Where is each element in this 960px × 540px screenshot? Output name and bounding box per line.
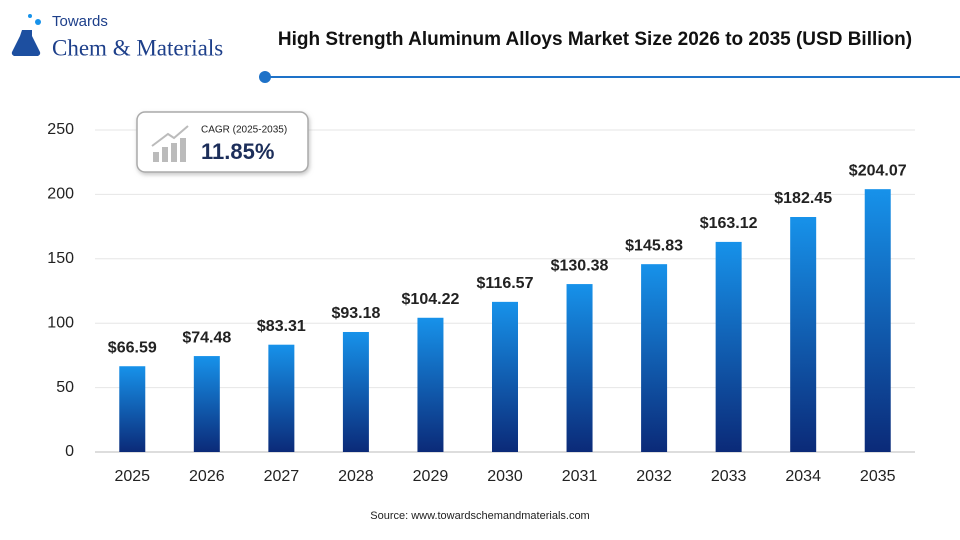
value-label: $182.45: [774, 190, 832, 207]
value-label: $204.07: [849, 162, 907, 179]
y-tick-label: 100: [47, 314, 74, 331]
value-label: $83.31: [257, 318, 306, 335]
logo-dot: [28, 14, 32, 18]
logo: Towards Chem & Materials: [11, 13, 223, 60]
y-tick-label: 50: [56, 379, 74, 396]
bar: [268, 344, 295, 452]
value-label: $163.12: [700, 215, 758, 232]
x-tick-label: 2025: [114, 468, 150, 485]
source: Source: www.towardschemandmaterials.com: [370, 510, 589, 522]
y-tick-label: 150: [47, 250, 74, 267]
x-tick-label: 2027: [264, 468, 300, 485]
value-label: $104.22: [402, 291, 460, 308]
bar: [641, 264, 668, 452]
bar: [193, 356, 220, 452]
x-tick-label: 2032: [636, 468, 672, 485]
cagr-box: CAGR (2025-2035) 11.85%: [136, 111, 309, 173]
plot-area: 0 50 100 150 200 250 2025 $66.59 2026 $74.48 2027 $…: [47, 121, 915, 485]
value-label: $74.48: [182, 329, 231, 346]
x-tick-label: 2029: [413, 468, 449, 485]
y-tick-label: 200: [47, 186, 74, 203]
bar: [790, 217, 817, 452]
bar: [417, 317, 444, 452]
x-tick-label: 2030: [487, 468, 523, 485]
logo-line2: Chem & Materials: [52, 35, 223, 60]
value-label: $116.57: [477, 275, 534, 292]
logo-dot: [35, 19, 41, 25]
x-tick-label: 2034: [785, 468, 821, 485]
cagr-value: 11.85%: [201, 139, 274, 164]
bar: [864, 189, 891, 452]
cagr-label: CAGR (2025-2035): [201, 125, 287, 136]
logo-icon: [11, 30, 41, 57]
value-label: $145.83: [625, 237, 683, 254]
x-tick-label: 2028: [338, 468, 374, 485]
y-tick-label: 0: [65, 443, 74, 460]
bar: [715, 241, 742, 452]
x-tick-label: 2031: [562, 468, 598, 485]
cagr-frame: [136, 111, 309, 173]
value-label: $93.18: [331, 305, 380, 322]
y-tick-label: 250: [47, 121, 74, 138]
x-tick-label: 2026: [189, 468, 225, 485]
bar: [119, 366, 146, 452]
x-tick-label: 2035: [860, 468, 896, 485]
bar: [566, 284, 593, 452]
cagr-icon: [151, 125, 189, 162]
bar: [342, 331, 369, 452]
value-label: $130.38: [551, 257, 609, 274]
title-rule-dot: [259, 71, 271, 83]
logo-line1: Towards: [52, 13, 108, 30]
chart-title: High Strength Aluminum Alloys Market Siz…: [278, 29, 912, 50]
x-tick-label: 2033: [711, 468, 747, 485]
value-label: $66.59: [108, 339, 157, 356]
bar: [492, 301, 518, 452]
